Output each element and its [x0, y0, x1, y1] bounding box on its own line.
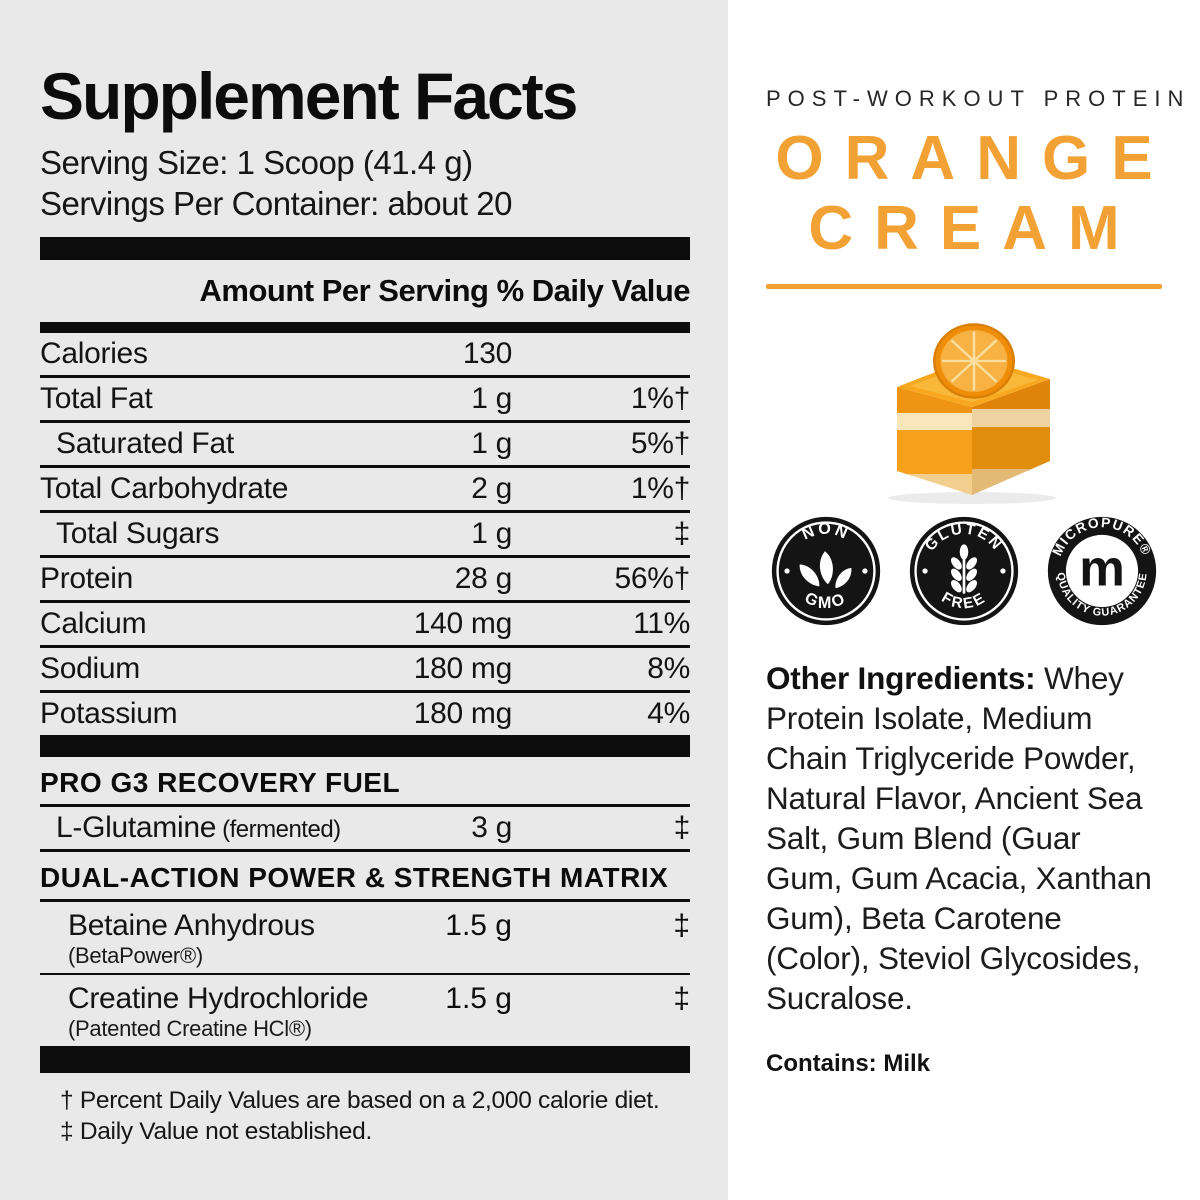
orange-cake-image [852, 309, 1076, 510]
certification-badges: NON GMO [766, 514, 1162, 628]
gluten-free-badge: GLUTEN FREE [909, 516, 1019, 626]
flavor-name: ORANGE CREAM [766, 124, 1183, 264]
table-row-total-fat: Total Fat 1 g 1%† [40, 378, 690, 423]
supplement-facts-content: Supplement Facts Serving Size: 1 Scoop (… [40, 0, 691, 1147]
footnote-daily-values: † Percent Daily Values are based on a 2,… [60, 1087, 660, 1114]
nutrient-dv: 4% [647, 697, 690, 730]
allergen-statement: Contains: Milk [766, 1050, 931, 1077]
section-heading-power-strength: DUAL-ACTION POWER & STRENGTH MATRIX [40, 852, 690, 902]
nutrient-dv: ‡ [673, 982, 690, 1015]
table-row-betaine: Betaine Anhydrous (BetaPower®) 1.5 g ‡ [40, 902, 690, 975]
supplement-facts-title: Supplement Facts [40, 59, 578, 133]
footnote-not-established: ‡ Daily Value not established. [60, 1118, 372, 1145]
serving-info: Serving Size: 1 Scoop (41.4 g) Servings … [40, 142, 690, 224]
brand-content: POST-WORKOUT PROTEIN ORANGE CREAM [766, 0, 1191, 1078]
nutrient-amount: 180 mg [413, 697, 513, 730]
other-ingredients-label: Other Ingredients: [766, 660, 1036, 696]
other-ingredients: Other Ingredients: Whey Protein Isolate,… [766, 658, 1162, 1018]
nutrient-amount: 2 g [471, 472, 512, 505]
micropure-badge: MICROPURE® QUALITY GUARANTEE m [1047, 515, 1157, 626]
divider-bar-bottom [40, 1048, 690, 1073]
table-row-calcium: Calcium 140 mg 11% [40, 603, 690, 648]
flavor-line-2: CREAM [808, 194, 1141, 263]
non-gmo-badge: NON GMO [771, 516, 881, 626]
wheat-icon [951, 544, 977, 594]
footnotes: † Percent Daily Values are based on a 2,… [40, 1085, 690, 1147]
svg-text:GMO: GMO [802, 589, 850, 612]
brand-panel: POST-WORKOUT PROTEIN ORANGE CREAM [728, 0, 1200, 1200]
ingredient-trademark: (Patented Creatine HCl®) [68, 1016, 312, 1041]
divider-bar-section [40, 735, 690, 757]
nutrient-label: Sodium [40, 652, 140, 685]
micropure-m-logo: m [1079, 539, 1125, 596]
nutrient-label: Creatine Hydrochloride (Patented Creatin… [40, 982, 392, 1041]
table-row-saturated-fat: Saturated Fat 1 g 5%† [40, 423, 690, 468]
serving-size: Serving Size: 1 Scoop (41.4 g) [40, 144, 473, 181]
nutrient-dv: ‡ [673, 811, 691, 844]
nutrient-amount: 3 g [471, 811, 512, 844]
nutrient-label: L-Glutamine (fermented) [40, 811, 392, 845]
leaves-icon [799, 551, 852, 589]
nutrient-label: Saturated Fat [56, 427, 234, 460]
ingredient-trademark: (BetaPower®) [68, 943, 203, 968]
nutrient-dv: 8% [647, 652, 690, 685]
table-row-total-carbohydrate: Total Carbohydrate 2 g 1%† [40, 468, 690, 513]
ingredient-name: Betaine Anhydrous [68, 909, 315, 942]
table-row-calories: Calories 130 [40, 333, 690, 378]
nutrient-label: Total Fat [40, 382, 153, 415]
ingredient-note: (fermented) [222, 816, 341, 843]
other-ingredients-text: Whey Protein Isolate, Medium Chain Trigl… [766, 660, 1152, 1016]
nutrient-label: Protein [40, 562, 133, 595]
nutrient-amount: 1.5 g [445, 909, 512, 942]
nutrient-dv: ‡ [673, 909, 690, 942]
table-row-creatine: Creatine Hydrochloride (Patented Creatin… [40, 975, 690, 1048]
divider-bar-thin [40, 322, 690, 333]
nutrient-amount: 1 g [471, 382, 512, 415]
nutrient-amount: 1 g [471, 427, 512, 460]
nutrient-amount: 28 g [454, 562, 513, 595]
nutrient-label: Potassium [40, 697, 178, 730]
nutrient-dv: 1%† [630, 472, 690, 505]
nutrient-dv: 1%† [630, 382, 690, 415]
nutrient-label: Calcium [40, 607, 147, 640]
nutrient-dv: ‡ [673, 517, 691, 550]
nutrient-label: Betaine Anhydrous (BetaPower®) [40, 909, 392, 968]
column-header: Amount Per Serving % Daily Value [199, 273, 691, 308]
nutrient-dv: 5%† [630, 427, 690, 460]
nutrient-label: Total Carbohydrate [40, 472, 289, 505]
nutrient-amount: 180 mg [413, 652, 513, 685]
table-row-protein: Protein 28 g 56%† [40, 558, 690, 603]
cake-illustration [888, 323, 1056, 504]
table-row-sodium: Sodium 180 mg 8% [40, 648, 690, 693]
flavor-line-1: ORANGE [775, 124, 1174, 193]
nutrient-amount: 130 [462, 337, 512, 370]
table-row-total-sugars: Total Sugars 1 g ‡ [40, 513, 690, 558]
supplement-facts-panel: Supplement Facts Serving Size: 1 Scoop (… [0, 0, 728, 1200]
nutrient-dv: 56%† [614, 562, 690, 595]
section-heading-recovery-fuel: PRO G3 RECOVERY FUEL [40, 757, 690, 807]
svg-text:FREE: FREE [939, 589, 990, 613]
badge-bottom-text: FREE [939, 589, 987, 613]
divider-bar-thick [40, 237, 690, 260]
servings-per-container: Servings Per Container: about 20 [40, 185, 512, 222]
nutrient-dv: 11% [633, 607, 690, 640]
nutrient-label: Calories [40, 337, 148, 370]
badge-bottom-text: GMO [802, 589, 847, 612]
nutrient-label: Total Sugars [56, 517, 220, 550]
orange-divider [766, 284, 1162, 289]
nutrient-amount: 1.5 g [445, 982, 512, 1015]
nutrient-amount: 1 g [471, 517, 512, 550]
ingredient-name: L-Glutamine [56, 811, 217, 844]
table-row-potassium: Potassium 180 mg 4% [40, 693, 690, 735]
ingredient-name: Creatine Hydrochloride [68, 982, 369, 1015]
table-row-l-glutamine: L-Glutamine (fermented) 3 g ‡ [40, 807, 690, 852]
product-type-label: POST-WORKOUT PROTEIN [766, 86, 1191, 111]
nutrient-amount: 140 mg [413, 607, 513, 640]
